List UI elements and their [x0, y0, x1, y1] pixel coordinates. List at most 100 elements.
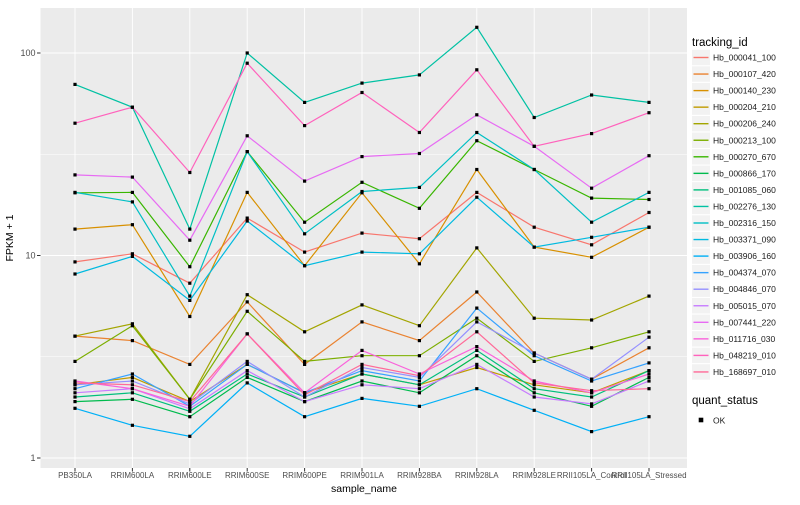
legend-label-Hb_168697_010: Hb_168697_010 [713, 367, 776, 377]
data-point [647, 335, 651, 339]
data-point [303, 179, 307, 183]
data-point [73, 173, 77, 177]
legend-label-Hb_004846_070: Hb_004846_070 [713, 284, 776, 294]
data-point [130, 339, 134, 343]
data-point [245, 61, 249, 65]
x-tick-label-RRIM901LA: RRIM901LA [340, 471, 384, 480]
data-point [303, 400, 307, 404]
x-tick-label-RRIM928LA: RRIM928LA [455, 471, 499, 480]
data-point [590, 346, 594, 350]
data-point [417, 206, 421, 210]
data-point [245, 219, 249, 223]
data-point [245, 300, 249, 304]
legend-label-Hb_000140_230: Hb_000140_230 [713, 86, 776, 96]
legend-label-Hb_011716_030: Hb_011716_030 [713, 334, 776, 344]
data-point [532, 359, 536, 363]
data-point [360, 348, 364, 352]
legend-label-Hb_003371_090: Hb_003371_090 [713, 235, 776, 245]
x-tick-label-RRIM600LE: RRIM600LE [168, 471, 212, 480]
data-point [303, 250, 307, 254]
data-point [475, 345, 479, 349]
series-points-Hb_000213_100 [73, 309, 651, 401]
data-point [360, 372, 364, 376]
data-point [532, 381, 536, 385]
data-point [590, 402, 594, 406]
data-point [188, 397, 192, 401]
data-point [245, 134, 249, 138]
data-point [245, 150, 249, 154]
data-point [130, 190, 134, 194]
data-point [647, 210, 651, 215]
data-point [417, 387, 421, 391]
x-axis-title: sample_name [331, 483, 397, 495]
data-point [532, 225, 536, 229]
data-point [417, 354, 421, 358]
data-point [73, 400, 77, 404]
data-point [360, 303, 364, 307]
data-point [360, 383, 364, 387]
data-point [417, 130, 421, 135]
data-point [360, 362, 364, 366]
data-point [647, 369, 651, 373]
data-point [303, 330, 307, 334]
x-tick-label-PB350LA: PB350LA [58, 471, 92, 480]
quant-status-ok-marker [698, 417, 704, 423]
series-points-Hb_004846_070 [73, 320, 651, 406]
data-point [475, 290, 479, 294]
data-point [417, 151, 421, 156]
legend-label-Hb_000041_100: Hb_000041_100 [713, 53, 776, 63]
data-point [532, 351, 536, 355]
data-point [417, 375, 421, 379]
legend-label-Hb_003906_160: Hb_003906_160 [713, 251, 776, 261]
data-point [417, 383, 421, 387]
x-tick-label-RRIM928BA: RRIM928BA [397, 471, 442, 480]
data-point [245, 309, 249, 313]
data-point [475, 320, 479, 324]
data-point [647, 197, 651, 202]
data-point [245, 362, 249, 366]
data-point [188, 170, 192, 175]
data-point [73, 387, 77, 391]
x-tick-label-RRIM600LA: RRIM600LA [111, 471, 155, 480]
data-point [647, 225, 651, 229]
series-points-Hb_048219_010 [73, 61, 651, 175]
data-point [73, 406, 77, 410]
data-point [73, 381, 77, 385]
data-point [590, 389, 594, 393]
data-point [188, 294, 192, 298]
data-point [360, 365, 364, 370]
data-point [647, 190, 651, 194]
data-point [188, 298, 192, 302]
data-point [73, 82, 77, 86]
y-tick-label-1: 1 [30, 453, 35, 463]
data-point [130, 379, 134, 383]
data-point [417, 185, 421, 189]
x-tick-label-RRII105LA_Stressed: RRII105LA_Stressed [611, 471, 686, 480]
data-point [590, 132, 594, 136]
x-tick-label-RRIM928LE: RRIM928LE [512, 471, 556, 480]
data-point [130, 375, 134, 379]
data-point [417, 374, 421, 378]
data-point [130, 391, 134, 395]
data-point [360, 189, 364, 194]
data-point [188, 434, 192, 438]
data-point [590, 196, 594, 200]
data-point [73, 272, 77, 276]
legend-label-Hb_000204_210: Hb_000204_210 [713, 102, 776, 112]
data-point [590, 255, 594, 259]
y-tick-label-10: 10 [25, 251, 35, 261]
data-point [417, 404, 421, 408]
data-point [532, 408, 536, 412]
data-point [130, 383, 134, 387]
data-point [360, 90, 364, 95]
data-point [475, 190, 479, 194]
data-point [73, 121, 77, 125]
data-point [188, 314, 192, 319]
data-point [130, 397, 134, 401]
data-point [647, 361, 651, 365]
data-point [130, 372, 134, 376]
data-point [360, 379, 364, 383]
data-point [245, 381, 249, 385]
legend-label-Hb_048219_010: Hb_048219_010 [713, 350, 776, 360]
data-point [475, 365, 479, 370]
